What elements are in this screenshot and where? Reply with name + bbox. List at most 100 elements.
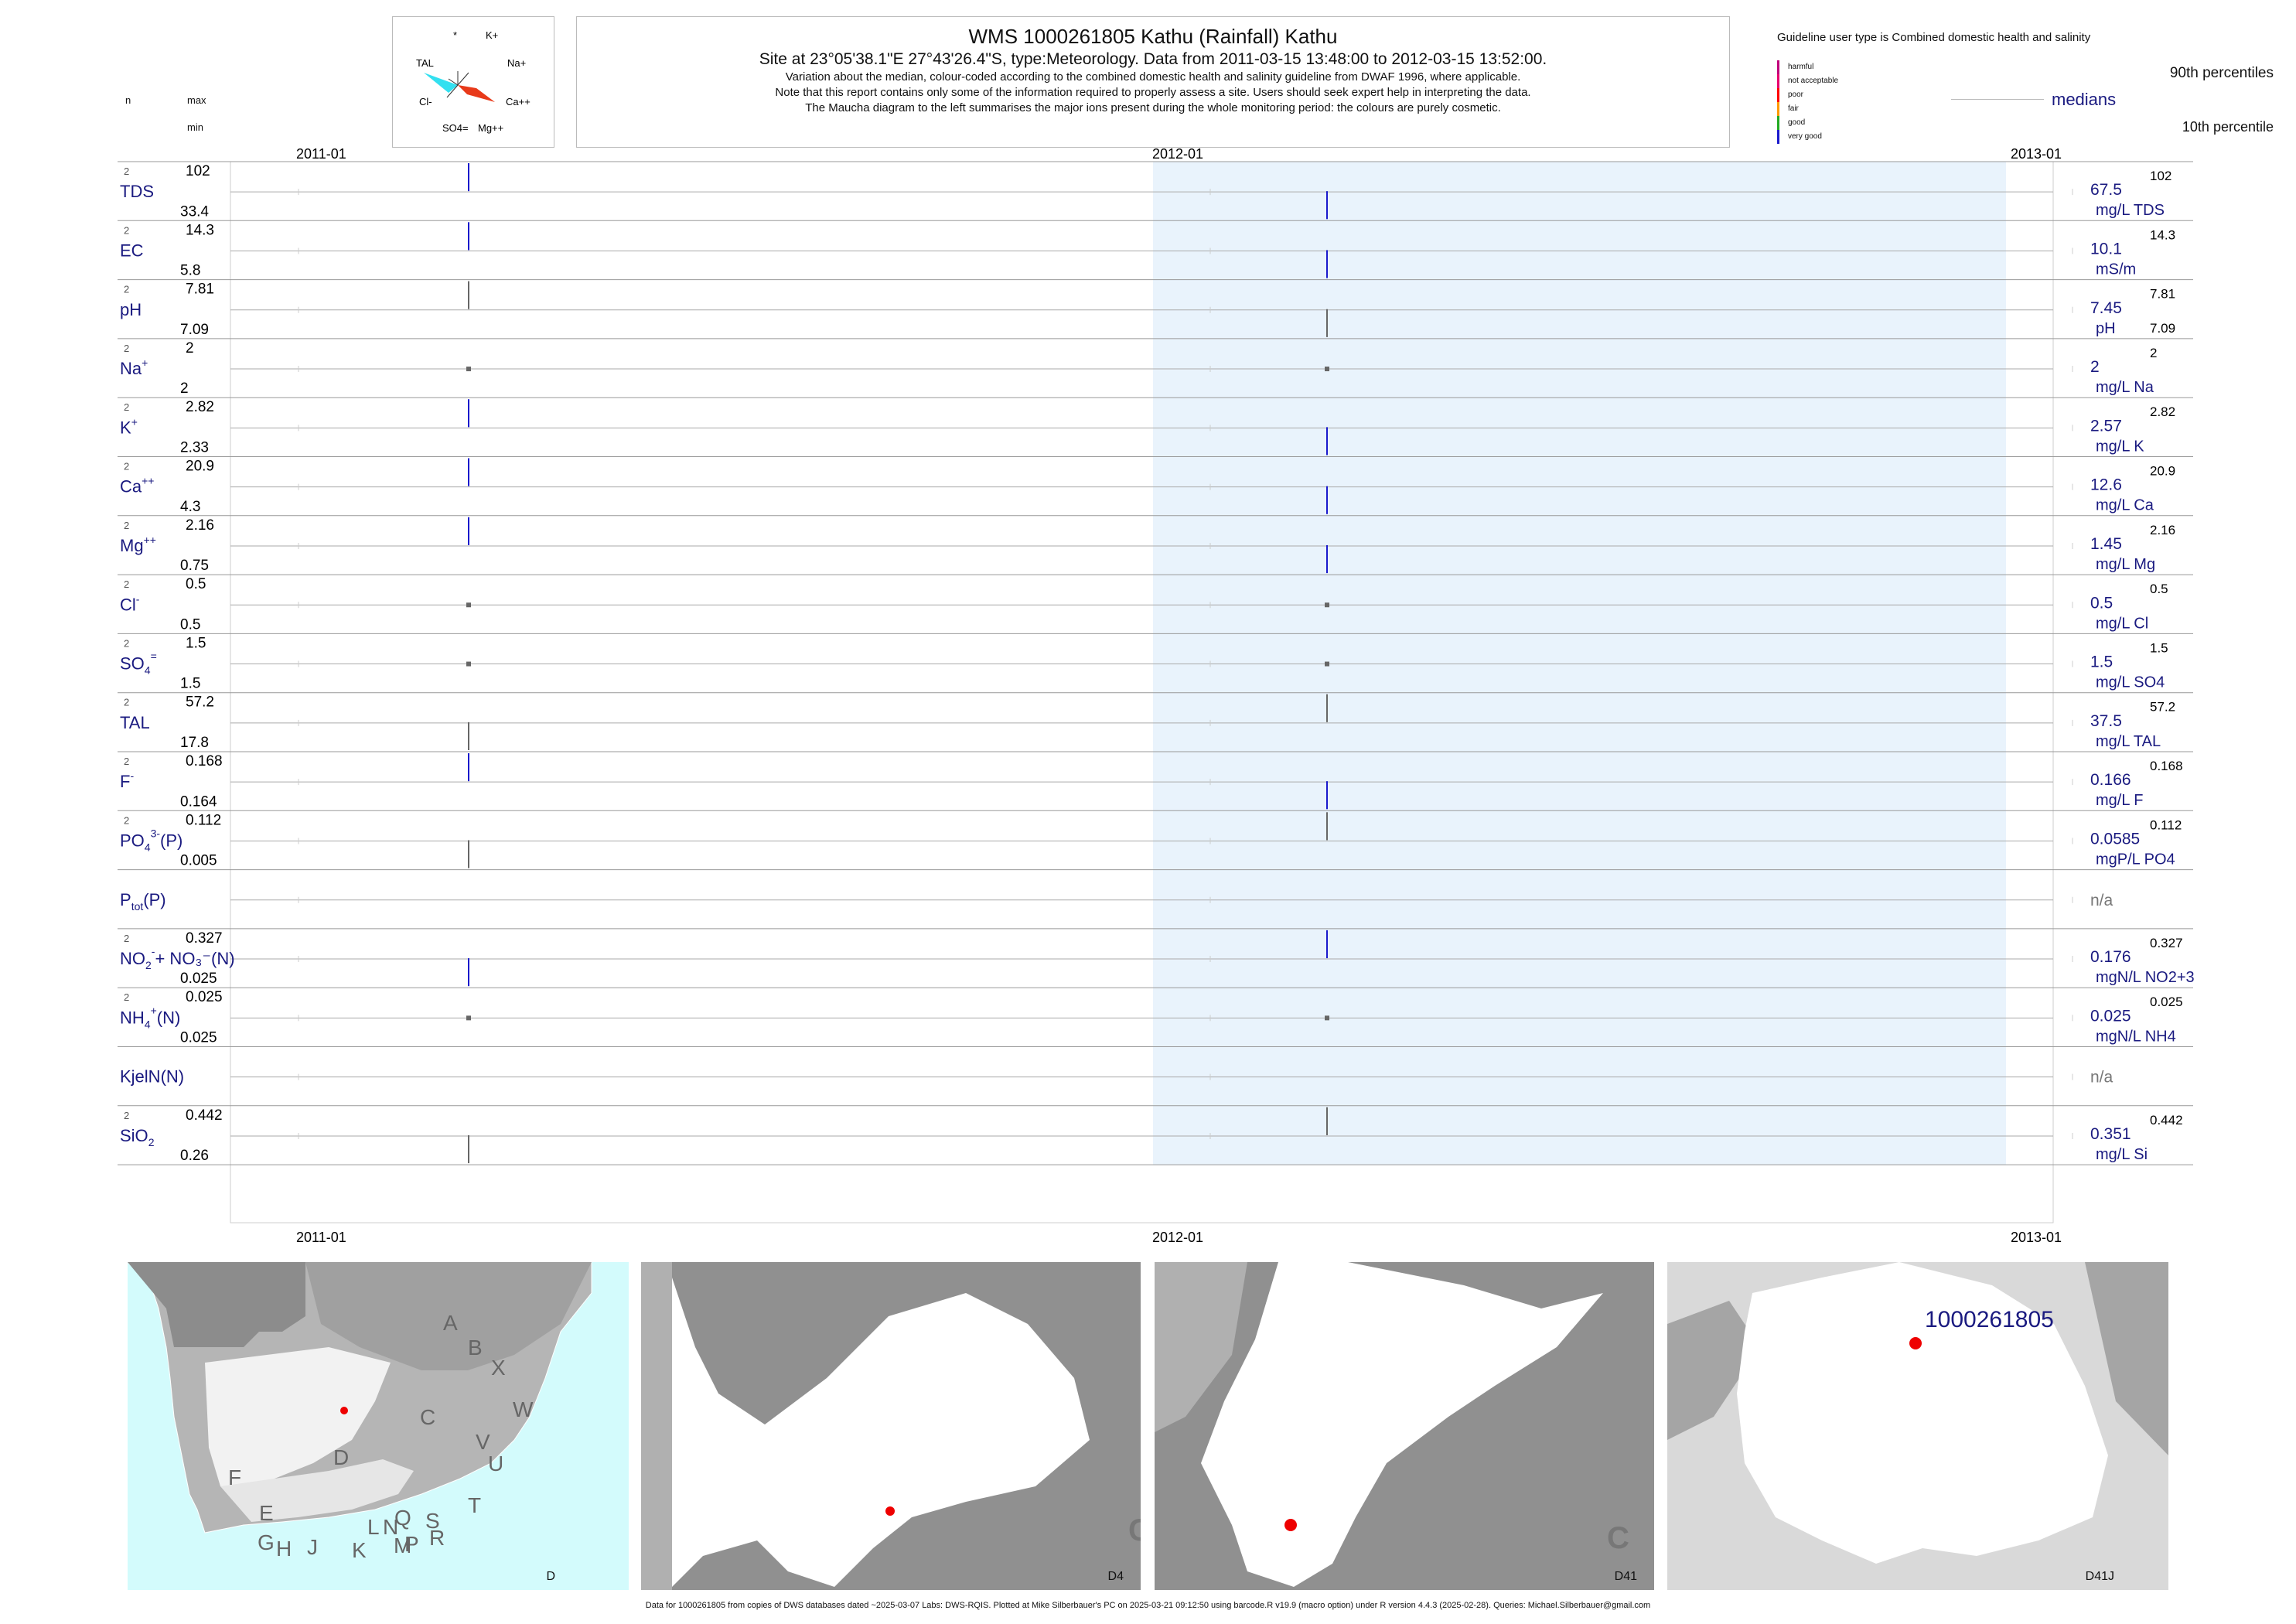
row-min: 0.005 bbox=[180, 853, 217, 869]
row-unit: mgN/L NO2+3 bbox=[2096, 969, 2195, 986]
row-median: 1.5 bbox=[2090, 653, 2113, 671]
region-letter-B: B bbox=[468, 1336, 483, 1360]
row-unit: mS/m bbox=[2096, 261, 2136, 278]
row-median: 2.57 bbox=[2090, 417, 2122, 435]
row-max: 20.9 bbox=[186, 459, 214, 475]
row-median: 37.5 bbox=[2090, 712, 2122, 730]
row-p90: 1.5 bbox=[2150, 640, 2168, 655]
region-letter-Q: Q bbox=[394, 1506, 411, 1530]
row-label: SiO2 bbox=[120, 1126, 155, 1148]
legend-class-poor: poor bbox=[1777, 88, 1870, 102]
row-label: Ptot(P) bbox=[120, 890, 166, 913]
row-unit: mgP/L PO4 bbox=[2096, 851, 2175, 868]
map-panel-label-d4: D4 bbox=[1107, 1570, 1124, 1583]
row-max: 0.168 bbox=[186, 753, 223, 769]
row-n: 2 bbox=[124, 756, 129, 767]
row-unit: mg/L Si bbox=[2096, 1146, 2148, 1163]
region-letter-A: A bbox=[443, 1311, 458, 1335]
map-panel-label-d41j: D41J bbox=[2085, 1570, 2114, 1583]
row-max: 0.327 bbox=[186, 930, 223, 947]
svg-text:C: C bbox=[1607, 1521, 1629, 1555]
row-n: 2 bbox=[124, 284, 129, 295]
row-label: Ca++ bbox=[120, 475, 154, 496]
row-label: Mg++ bbox=[120, 534, 156, 555]
maucha-diagram-box: * K+ TAL Na+ Cl- Ca++ SO4= Mg++ bbox=[392, 16, 554, 148]
data-point bbox=[1325, 661, 1329, 667]
row-label: Na+ bbox=[120, 357, 148, 378]
maucha-label: * bbox=[453, 29, 457, 41]
legend-median-line bbox=[1951, 99, 2044, 100]
legend-title: Guideline user type is Combined domestic… bbox=[1777, 31, 2091, 44]
row-min: 7.09 bbox=[180, 322, 209, 338]
region-letter-K: K bbox=[352, 1538, 367, 1562]
x-tick-label-bottom: 2011-01 bbox=[296, 1230, 346, 1245]
row-n: 2 bbox=[124, 461, 129, 473]
row-label: SO4= bbox=[120, 650, 157, 677]
row-median: 0.025 bbox=[2090, 1007, 2131, 1025]
row-max: 0.025 bbox=[186, 989, 223, 1005]
region-letter-X: X bbox=[491, 1356, 506, 1380]
title-box: WMS 1000261805 Kathu (Rainfall) Kathu Si… bbox=[576, 16, 1730, 148]
map-panel-d41: C D41 bbox=[1155, 1262, 1654, 1590]
map-d4: C bbox=[641, 1262, 1141, 1590]
row-label: KjelN(N) bbox=[120, 1067, 184, 1087]
row-max: 7.81 bbox=[186, 281, 214, 298]
page-title: WMS 1000261805 Kathu (Rainfall) Kathu bbox=[968, 25, 1338, 48]
svg-text:C: C bbox=[1128, 1513, 1141, 1547]
legend-class-harmful: harmful bbox=[1777, 60, 1870, 74]
row-median: 7.45 bbox=[2090, 299, 2122, 317]
region-letter-N: N bbox=[383, 1515, 398, 1539]
row-n: 2 bbox=[124, 991, 129, 1003]
row-max: 0.442 bbox=[186, 1107, 223, 1124]
x-tick-label-bottom: 2013-01 bbox=[2011, 1230, 2062, 1245]
region-letter-E: E bbox=[259, 1501, 274, 1525]
map-panel-d4: C D4 bbox=[641, 1262, 1141, 1590]
row-n: 2 bbox=[124, 697, 129, 708]
col-max-header: max bbox=[187, 94, 206, 106]
data-point bbox=[1325, 367, 1329, 372]
legend-p10: 10th percentile bbox=[2182, 119, 2274, 135]
region-letter-G: G bbox=[258, 1530, 275, 1554]
legend-classes: harmful not acceptable poor fair good very go… bbox=[1777, 60, 1870, 144]
row-n: 2 bbox=[124, 343, 129, 354]
row-min: 2.33 bbox=[180, 440, 209, 456]
row-label: NO2-+ NO₃⁻(N) bbox=[120, 945, 235, 971]
row-min: 0.164 bbox=[180, 793, 217, 810]
row-p90: 20.9 bbox=[2150, 464, 2175, 479]
row-max: 102 bbox=[186, 163, 210, 179]
row-min: 33.4 bbox=[180, 203, 209, 220]
row-min: 0.025 bbox=[180, 1030, 217, 1046]
row-min: 0.025 bbox=[180, 971, 217, 987]
row-unit: mg/L Mg bbox=[2096, 556, 2155, 573]
region-letter-C: C bbox=[420, 1405, 435, 1429]
region-letter-S: S bbox=[425, 1509, 440, 1533]
row-median: 1.45 bbox=[2090, 535, 2122, 553]
maucha-label: Na+ bbox=[507, 57, 526, 69]
row-p90: 102 bbox=[2150, 169, 2171, 183]
row-min: 4.3 bbox=[180, 499, 200, 515]
x-tick-label-bottom: 2012-01 bbox=[1152, 1230, 1203, 1245]
row-median: 67.5 bbox=[2090, 181, 2122, 199]
row-median: n/a bbox=[2090, 892, 2113, 909]
site-marker bbox=[340, 1407, 348, 1414]
row-median: 0.351 bbox=[2090, 1125, 2131, 1143]
row-label: NH4+(N) bbox=[120, 1004, 180, 1030]
row-median: 10.1 bbox=[2090, 240, 2122, 258]
row-label: pH bbox=[120, 300, 142, 319]
maucha-label: Cl- bbox=[419, 96, 432, 107]
row-max: 1.5 bbox=[186, 635, 206, 651]
row-max: 2 bbox=[186, 340, 194, 357]
row-p90: 0.025 bbox=[2150, 995, 2183, 1009]
legend-median: medians bbox=[2052, 90, 2117, 109]
region-letter-H: H bbox=[276, 1537, 292, 1561]
row-p90: 57.2 bbox=[2150, 700, 2175, 715]
row-label: TAL bbox=[120, 713, 150, 732]
row-unit: mg/L SO4 bbox=[2096, 674, 2165, 691]
row-label: PO43-(P) bbox=[120, 827, 183, 853]
site-line: Site at 23°05'38.1"E 27°43'26.4"S, type:… bbox=[759, 50, 1547, 68]
row-p90: 7.81 bbox=[2150, 287, 2175, 302]
row-unit: pH bbox=[2096, 320, 2116, 337]
maucha-tal-segment bbox=[424, 73, 458, 93]
map-panel-label-d41: D41 bbox=[1614, 1570, 1637, 1583]
